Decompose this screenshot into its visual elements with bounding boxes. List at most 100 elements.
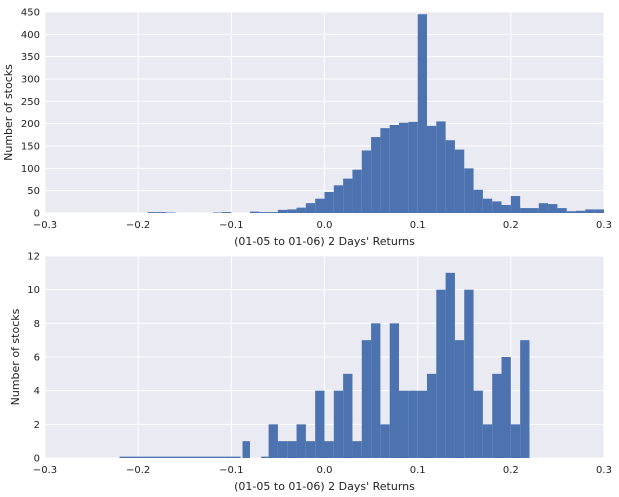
histogram-bar bbox=[261, 456, 269, 458]
histogram-bar bbox=[417, 14, 427, 213]
top-histogram: −0.3 −0.2 −0.1 0.0 0.1 0.2 0.3 0 50 100 150 200 250 3… bbox=[2, 8, 612, 249]
histogram-bar bbox=[426, 373, 437, 458]
histogram-bar bbox=[343, 178, 353, 213]
histogram-bar bbox=[492, 201, 502, 213]
histogram-bar bbox=[305, 203, 316, 213]
histogram-bar bbox=[473, 189, 483, 213]
y-tick-label: 10 bbox=[27, 285, 40, 296]
x-axis-label: (01-05 to 01-06) 2 Days' Returns bbox=[234, 235, 415, 248]
histogram-bar bbox=[399, 122, 409, 213]
histogram-bar bbox=[287, 441, 297, 458]
x-tick-label: 0.1 bbox=[410, 220, 426, 231]
histogram-bar bbox=[445, 140, 455, 213]
histogram-bar bbox=[482, 198, 493, 213]
histogram-bar bbox=[361, 150, 372, 213]
histogram-bar bbox=[454, 340, 465, 458]
x-tick-label: −0.2 bbox=[126, 465, 150, 476]
histogram-bar bbox=[268, 212, 278, 213]
histogram-bar bbox=[242, 441, 250, 458]
histogram-bar bbox=[249, 211, 260, 213]
histogram-bar bbox=[380, 128, 390, 213]
histogram-bar bbox=[501, 357, 511, 458]
y-tick-label: 0 bbox=[34, 209, 40, 220]
histogram-bar bbox=[343, 373, 353, 458]
histogram-bar bbox=[268, 424, 278, 458]
histogram-bar bbox=[417, 390, 427, 458]
histogram-bar bbox=[399, 390, 409, 458]
y-tick-label: 4 bbox=[34, 386, 40, 397]
histogram-bar bbox=[371, 323, 381, 458]
histogram-bar bbox=[296, 424, 306, 458]
y-tick-label: 8 bbox=[34, 319, 40, 330]
histogram-bar bbox=[501, 212, 511, 213]
histogram-bar bbox=[222, 212, 232, 213]
histogram-bar bbox=[277, 441, 288, 458]
x-tick-label: 0.2 bbox=[503, 465, 519, 476]
histogram-bar bbox=[156, 212, 167, 213]
histogram-bar bbox=[408, 390, 418, 458]
y-tick-label: 150 bbox=[21, 142, 40, 153]
histogram-bar bbox=[529, 208, 539, 213]
histogram-bar bbox=[492, 373, 502, 458]
histogram-bar bbox=[352, 169, 362, 213]
histogram-bar bbox=[315, 198, 325, 213]
histogram-bar bbox=[426, 125, 437, 213]
y-axis-label: Number of stocks bbox=[2, 64, 15, 161]
histogram-bar bbox=[361, 340, 372, 458]
histogram-bar bbox=[436, 121, 446, 213]
histogram-bar bbox=[324, 441, 334, 458]
x-tick-label: −0.1 bbox=[219, 465, 243, 476]
histogram-bar bbox=[445, 272, 455, 458]
histogram-bar bbox=[259, 212, 269, 213]
histogram-bar bbox=[510, 196, 521, 213]
x-tick-label: −0.3 bbox=[33, 220, 57, 231]
x-tick-label: 0.3 bbox=[596, 220, 612, 231]
y-tick-label: 300 bbox=[21, 75, 40, 86]
histogram-bar bbox=[380, 424, 390, 458]
histogram-bar bbox=[371, 137, 381, 213]
histogram-bar bbox=[389, 125, 400, 213]
x-tick-label: −0.1 bbox=[219, 220, 243, 231]
histogram-bar bbox=[277, 209, 288, 213]
x-tick-label: −0.3 bbox=[33, 465, 57, 476]
y-tick-label: 6 bbox=[34, 353, 40, 364]
histogram-bar bbox=[464, 168, 474, 213]
histogram-bar bbox=[594, 209, 604, 213]
y-tick-label: 250 bbox=[21, 97, 40, 108]
histogram-bar bbox=[501, 204, 511, 213]
histogram-bar bbox=[324, 192, 334, 213]
histogram-bar bbox=[585, 209, 595, 213]
y-tick-label: 450 bbox=[21, 8, 40, 19]
histogram-bar bbox=[557, 208, 567, 213]
x-axis-label: (01-05 to 01-06) 2 Days' Returns bbox=[234, 480, 415, 493]
histogram-bar bbox=[333, 390, 344, 458]
histogram-bar bbox=[296, 207, 306, 213]
histogram-bar bbox=[520, 340, 530, 458]
x-tick-label: 0.0 bbox=[317, 465, 333, 476]
bottom-histogram: −0.3 −0.2 −0.1 0.0 0.1 0.2 0.3 0 2 4 6 8 10 12 (01-05 … bbox=[9, 252, 612, 494]
histogram-bar bbox=[482, 424, 493, 458]
histogram-bar bbox=[119, 456, 241, 458]
histogram-bar bbox=[408, 121, 418, 213]
histogram-bar bbox=[464, 289, 474, 458]
x-tick-label: 0.0 bbox=[317, 220, 333, 231]
histogram-bar bbox=[147, 212, 157, 213]
x-tick-label: 0.1 bbox=[410, 465, 426, 476]
histogram-bar bbox=[454, 149, 465, 213]
y-tick-label: 200 bbox=[21, 119, 40, 130]
histogram-bar bbox=[315, 390, 325, 458]
y-tick-label: 350 bbox=[21, 52, 40, 63]
histogram-bar bbox=[566, 211, 577, 213]
y-tick-label: 400 bbox=[21, 30, 40, 41]
x-tick-label: 0.2 bbox=[503, 220, 519, 231]
histogram-bar bbox=[520, 212, 530, 213]
histogram-bar bbox=[333, 185, 344, 213]
histogram-bar bbox=[576, 210, 586, 213]
y-axis-label: Number of stocks bbox=[9, 308, 22, 405]
histogram-bar bbox=[538, 203, 549, 213]
histogram-bar bbox=[389, 323, 400, 458]
histogram-bar bbox=[305, 441, 316, 458]
y-tick-label: 100 bbox=[21, 164, 40, 175]
histogram-bar bbox=[548, 204, 558, 213]
x-tick-label: 0.3 bbox=[596, 465, 612, 476]
